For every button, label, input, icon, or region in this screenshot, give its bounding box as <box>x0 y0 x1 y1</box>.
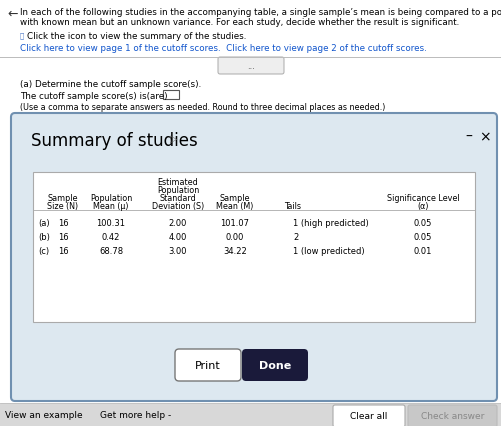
Text: 16: 16 <box>58 219 68 227</box>
Text: (a) Determine the cutoff sample score(s).: (a) Determine the cutoff sample score(s)… <box>20 80 201 89</box>
Text: In each of the following studies in the accompanying table, a single sample’s me: In each of the following studies in the … <box>20 8 501 17</box>
Text: 68.78: 68.78 <box>99 246 123 256</box>
Text: Size (N): Size (N) <box>47 201 78 210</box>
Text: Tails: Tails <box>284 201 301 210</box>
Text: Click the icon to view the summary of the studies.: Click the icon to view the summary of th… <box>27 32 246 41</box>
Text: 101.07: 101.07 <box>220 219 249 227</box>
Text: Population: Population <box>156 186 199 195</box>
Text: 0.01: 0.01 <box>413 246 431 256</box>
Text: Summary of studies: Summary of studies <box>31 132 197 150</box>
Text: Standard: Standard <box>159 193 196 202</box>
FancyBboxPatch shape <box>17 120 490 395</box>
Text: 2: 2 <box>293 233 298 242</box>
Text: Get more help -: Get more help - <box>100 410 171 419</box>
FancyBboxPatch shape <box>241 349 308 381</box>
Text: –: – <box>464 130 471 144</box>
FancyBboxPatch shape <box>217 58 284 75</box>
Text: (c): (c) <box>38 246 49 256</box>
Text: (b): (b) <box>38 233 50 242</box>
Text: Print: Print <box>195 360 220 370</box>
Text: ×: × <box>478 130 489 144</box>
Text: ▷: ▷ <box>170 134 177 144</box>
Text: 2.00: 2.00 <box>168 219 187 227</box>
Text: Click here to view page 1 of the cutoff scores.  Click here to view page 2 of th: Click here to view page 1 of the cutoff … <box>20 44 426 53</box>
Text: 0.00: 0.00 <box>225 233 243 242</box>
Text: ⬛: ⬛ <box>20 32 24 38</box>
Text: 100.31: 100.31 <box>96 219 125 227</box>
Bar <box>163 91 179 100</box>
Text: 0.42: 0.42 <box>102 233 120 242</box>
Text: 16: 16 <box>58 233 68 242</box>
Text: 3.00: 3.00 <box>168 246 187 256</box>
Text: Sample: Sample <box>48 193 78 202</box>
FancyBboxPatch shape <box>175 349 240 381</box>
FancyBboxPatch shape <box>332 405 404 426</box>
Text: Done: Done <box>259 360 291 370</box>
Text: Mean (M): Mean (M) <box>216 201 253 210</box>
Text: Deviation (S): Deviation (S) <box>152 201 204 210</box>
Text: The cutoff sample score(s) is(are): The cutoff sample score(s) is(are) <box>20 92 167 101</box>
Text: ...: ... <box>246 62 255 71</box>
Text: 16: 16 <box>58 246 68 256</box>
Text: Population: Population <box>90 193 132 202</box>
Text: Mean (μ): Mean (μ) <box>93 201 128 210</box>
Bar <box>0 403 501 426</box>
Text: Significance Level: Significance Level <box>386 193 458 202</box>
Text: Clear all: Clear all <box>350 412 387 420</box>
Text: 4.00: 4.00 <box>168 233 187 242</box>
Text: Estimated: Estimated <box>157 178 198 187</box>
Text: with known mean but an unknown variance. For each study, decide whether the resu: with known mean but an unknown variance.… <box>20 18 458 27</box>
Text: 0.05: 0.05 <box>413 233 431 242</box>
Text: 34.22: 34.22 <box>222 246 246 256</box>
FancyBboxPatch shape <box>33 173 474 322</box>
Text: 1 (low predicted): 1 (low predicted) <box>293 246 364 256</box>
FancyBboxPatch shape <box>407 405 496 426</box>
Text: 0.05: 0.05 <box>413 219 431 227</box>
Text: (α): (α) <box>416 201 428 210</box>
Text: Check answer: Check answer <box>420 412 483 420</box>
Text: Sample: Sample <box>219 193 250 202</box>
Text: (a): (a) <box>38 219 50 227</box>
FancyBboxPatch shape <box>11 114 496 401</box>
Text: View an example: View an example <box>5 410 83 419</box>
Text: ←: ← <box>7 8 18 20</box>
Text: (Use a comma to separate answers as needed. Round to three decimal places as nee: (Use a comma to separate answers as need… <box>20 103 385 112</box>
Text: 1 (high predicted): 1 (high predicted) <box>293 219 368 227</box>
